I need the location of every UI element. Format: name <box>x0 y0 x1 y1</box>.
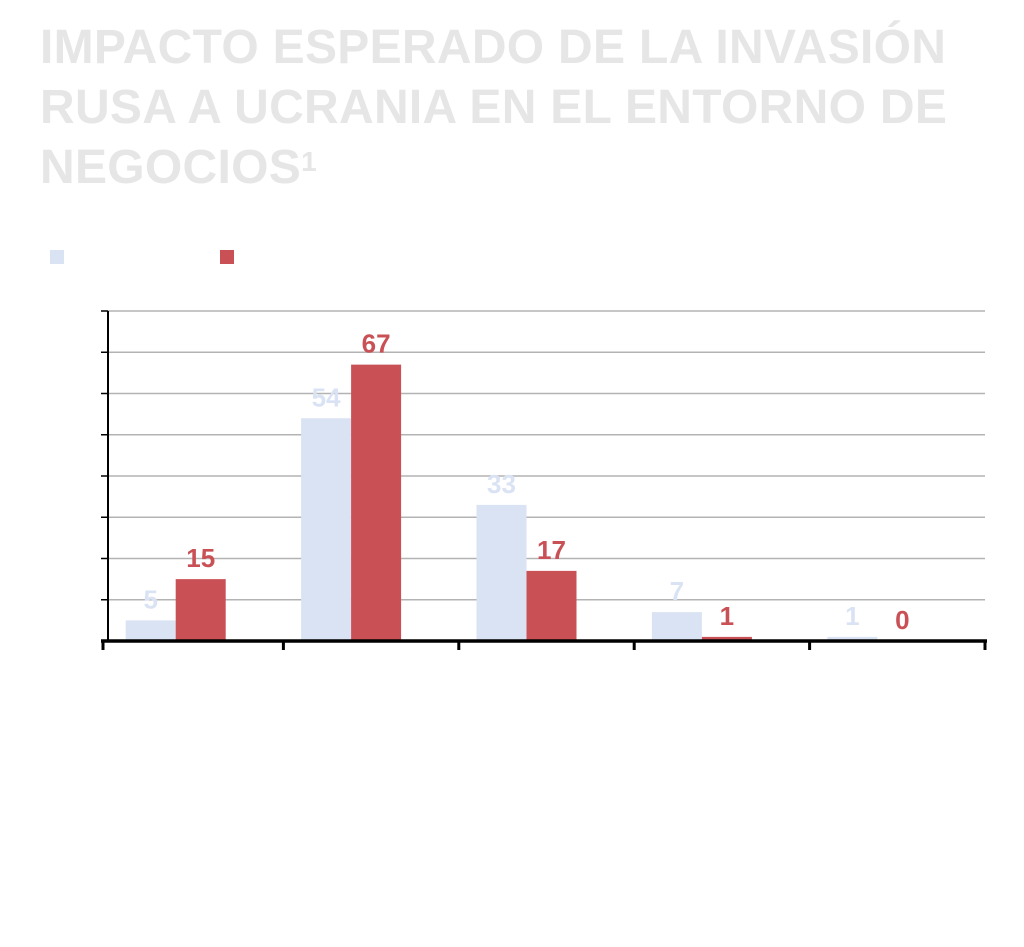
legend <box>50 250 350 270</box>
data-label-series-1: 1 <box>845 601 859 631</box>
chart-title-text: IMPACTO ESPERADO DE LA INVASIÓN RUSA A U… <box>40 21 948 194</box>
bar-series-1 <box>125 620 176 641</box>
chart-title: IMPACTO ESPERADO DE LA INVASIÓN RUSA A U… <box>40 18 1000 198</box>
data-label-series-1: 33 <box>487 469 516 499</box>
data-label-series-2: 1 <box>720 601 734 631</box>
bar-series-2 <box>526 570 577 641</box>
data-label-series-1: 5 <box>143 584 157 614</box>
bar-series-2 <box>351 364 402 641</box>
data-label-series-1: 54 <box>312 382 341 412</box>
bar-series-1 <box>651 612 702 641</box>
bar-series-2 <box>175 579 226 641</box>
legend-key-series-2 <box>220 250 234 264</box>
bar-series-2 <box>701 636 752 641</box>
data-label-series-1: 7 <box>670 576 684 606</box>
data-label-series-2: 0 <box>895 605 909 635</box>
data-label-series-2: 17 <box>537 535 566 565</box>
data-label-series-2: 67 <box>362 329 391 359</box>
bar-series-1 <box>301 418 352 641</box>
footnote-mark: 1 <box>301 146 317 177</box>
bar-series-1 <box>827 636 878 641</box>
data-label-series-2: 15 <box>186 543 215 573</box>
bar-series-1 <box>476 504 527 641</box>
legend-key-series-1 <box>50 250 64 264</box>
